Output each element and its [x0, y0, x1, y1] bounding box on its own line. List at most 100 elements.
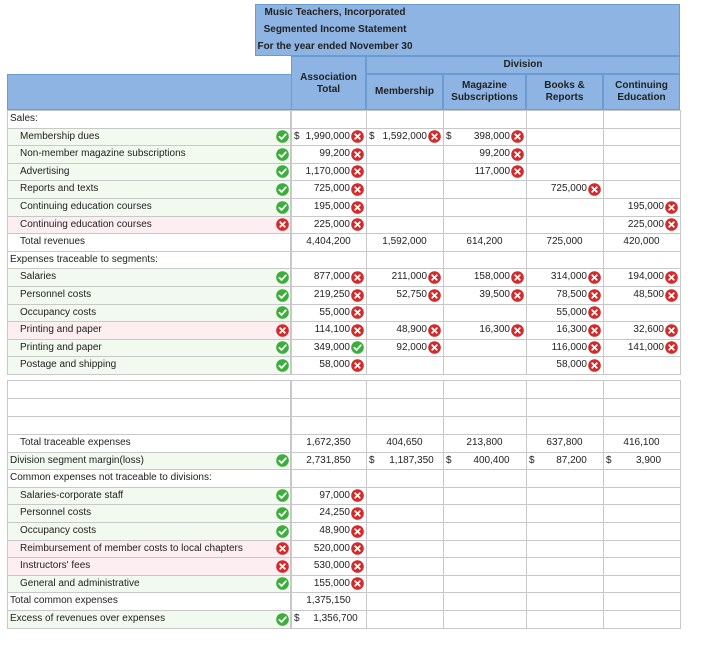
value-cell: [603, 574, 681, 594]
blank-cell: [443, 398, 527, 417]
blank-cell: [291, 416, 367, 435]
cross-icon: [351, 306, 364, 319]
cell-value: 48,900: [319, 525, 350, 536]
value-cell: [443, 469, 527, 488]
value-cell: [603, 610, 681, 629]
column-label: Association Total: [300, 72, 357, 95]
check-icon: [351, 341, 364, 355]
cell-value: 614,200: [466, 236, 503, 248]
cell-value: 637,800: [546, 437, 583, 448]
cell-value: 725,000: [546, 236, 583, 248]
value-cell: [526, 522, 604, 541]
value-cell: [291, 250, 367, 270]
value-cell: [443, 338, 527, 358]
cross-icon: [351, 524, 364, 538]
value-cell: [603, 469, 681, 488]
blank-cell: [443, 380, 527, 399]
cell-value: 87,200: [556, 454, 587, 466]
header-line: Segmented Income Statement: [263, 24, 407, 35]
cell-value: 32,600: [633, 324, 664, 336]
cross-icon: [351, 542, 364, 555]
assoc-header: [291, 56, 366, 110]
cross-icon: [428, 130, 441, 143]
blank-cell: [526, 398, 604, 417]
cell-value: 48,900: [396, 324, 427, 336]
cell-value: 99,200: [319, 148, 350, 160]
blank-cell: [366, 416, 444, 435]
cell-value: 1,170,000: [305, 165, 351, 177]
column-label: Magazine Subscriptions: [451, 80, 518, 103]
value-cell: [603, 504, 681, 523]
cross-icon: [588, 271, 601, 284]
cell-value: 55,000: [319, 306, 350, 318]
cell-value: 24,250: [319, 507, 350, 519]
cell-value: 195,000: [627, 201, 664, 212]
cross-icon: [428, 288, 441, 302]
cross-icon: [511, 147, 524, 161]
value-cell: [443, 486, 527, 506]
row-label: Total revenues: [20, 236, 86, 248]
value-cell: [526, 574, 604, 594]
cross-icon: [511, 165, 524, 179]
cross-icon: [351, 165, 364, 179]
cross-icon: [351, 200, 364, 214]
blank-cell: [366, 380, 444, 399]
cell-value: 1,990,000: [305, 130, 351, 142]
currency: $: [294, 130, 300, 142]
header-block: [255, 4, 680, 56]
column-header: [603, 74, 680, 110]
cross-icon: [511, 271, 524, 284]
check-icon: [276, 359, 289, 372]
cross-icon: [511, 323, 524, 337]
cell-value: 114,100: [314, 324, 350, 336]
cell-value: 92,000: [396, 341, 427, 353]
blank-cell: [603, 380, 681, 399]
value-cell: [443, 610, 527, 629]
cell-value: 211,000: [391, 271, 427, 283]
cross-icon: [588, 288, 601, 302]
cell-value: 158,000: [473, 271, 510, 283]
cross-icon: [665, 323, 678, 337]
row-label: Excess of revenues over expenses: [10, 613, 166, 624]
division-header: [366, 56, 680, 74]
cell-value: 16,300: [556, 324, 587, 336]
cross-icon: [351, 559, 364, 573]
value-cell: [443, 574, 527, 594]
value-cell: [603, 303, 681, 323]
value-cell: [366, 557, 444, 576]
cell-value: 194,000: [627, 271, 664, 283]
check-icon: [276, 147, 289, 161]
cell-value: 400,400: [473, 454, 510, 466]
cross-icon: [665, 271, 678, 284]
column-header: [366, 74, 443, 110]
value-cell: [443, 215, 527, 235]
row-label: Personnel costs: [20, 289, 92, 300]
check-icon: [276, 165, 289, 179]
cell-value: 349,000: [313, 341, 350, 353]
value-cell: [526, 539, 604, 559]
check-icon: [276, 612, 289, 626]
label-cell: [7, 610, 291, 629]
value-cell: [443, 592, 527, 611]
cell-value: 314,000: [550, 271, 587, 283]
value-cell: [603, 557, 681, 576]
cell-value: 195,000: [313, 201, 350, 212]
label-cell: [7, 356, 291, 375]
value-cell: [366, 486, 444, 506]
cell-value: 1,356,700: [313, 613, 358, 624]
check-icon: [276, 524, 289, 538]
blank-cell: [7, 416, 291, 435]
row-label: Expenses traceable to segments:: [10, 253, 158, 265]
cell-value: 725,000: [550, 183, 587, 195]
cell-value: 1,592,000: [382, 130, 428, 142]
value-cell: [366, 522, 444, 541]
cross-icon: [511, 288, 524, 302]
cross-icon: [351, 218, 364, 231]
column-label: Continuing Education: [615, 80, 668, 103]
blank-cell: [526, 416, 604, 435]
cell-value: 416,100: [623, 437, 660, 448]
value-cell: [443, 539, 527, 559]
blank-cell: [291, 380, 367, 399]
cross-icon: [588, 341, 601, 355]
row-label: Continuing education courses: [20, 201, 152, 212]
